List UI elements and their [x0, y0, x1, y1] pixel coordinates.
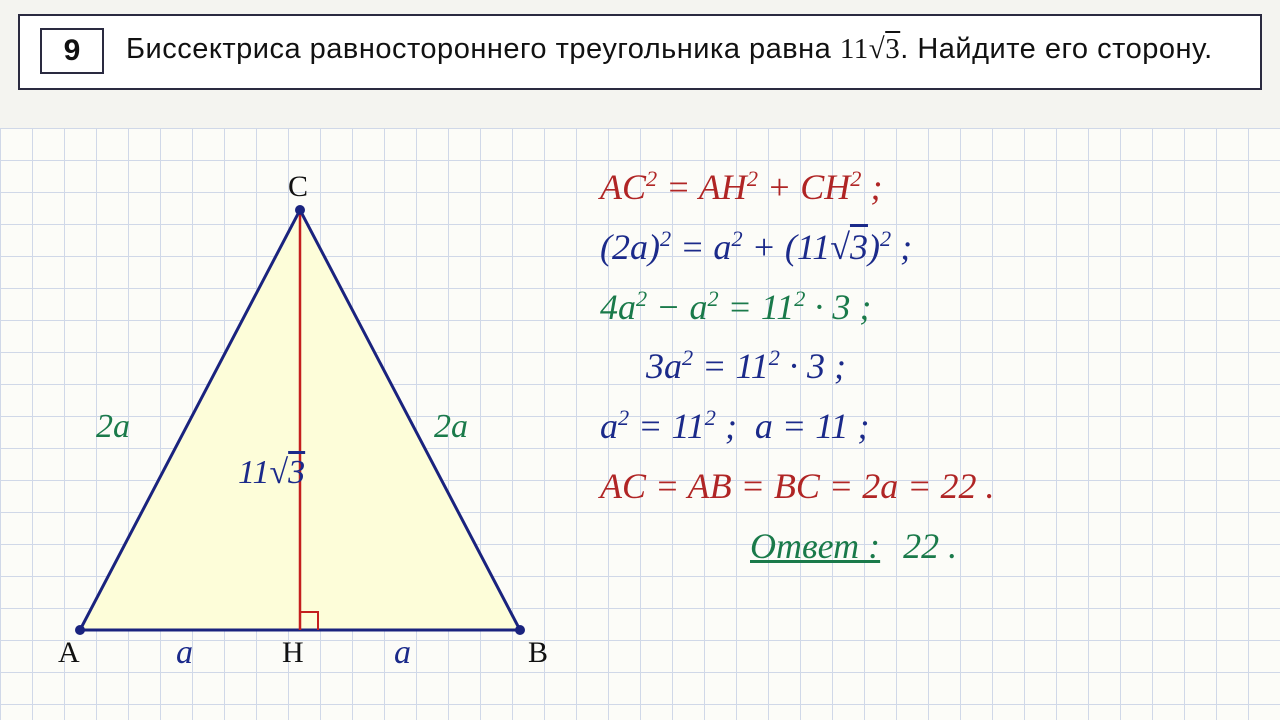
answer-label: Ответ :: [750, 526, 880, 566]
triangle-diagram: A B C H 2a 2a a a 11√3: [20, 150, 580, 690]
answer-value: 22 .: [903, 526, 957, 566]
problem-text: Биссектриса равностороннего треугольника…: [126, 28, 1213, 70]
vertex-a-dot: [75, 625, 85, 635]
vertex-c-label: C: [288, 170, 308, 203]
problem-box: 9 Биссектриса равностороннего треугольни…: [18, 14, 1262, 90]
solution-line-3: 4a2 − a2 = 112 · 3 ;: [600, 280, 1250, 336]
vertex-c-dot: [295, 205, 305, 215]
vertex-b-label: B: [528, 636, 548, 669]
answer-line: Ответ : 22 .: [600, 519, 1250, 575]
solution-line-2: (2a)2 = a2 + (11√3)2 ;: [600, 220, 1250, 276]
label-right-side: 2a: [434, 408, 468, 446]
problem-number: 9: [40, 28, 104, 74]
label-hb: a: [394, 634, 411, 672]
label-ah: a: [176, 634, 193, 672]
solution-line-6: AC = AB = BC = 2a = 22 .: [600, 459, 1250, 515]
solution-line-1: AC2 = AH2 + CH2 ;: [600, 160, 1250, 216]
vertex-h-label: H: [282, 636, 304, 669]
vertex-b-dot: [515, 625, 525, 635]
solution-line-4: 3a2 = 112 · 3 ;: [600, 339, 1250, 395]
solution-block: AC2 = AH2 + CH2 ; (2a)2 = a2 + (11√3)2 ;…: [600, 160, 1250, 579]
problem-text-2: . Найдите его сторону.: [900, 33, 1212, 65]
problem-text-1: Биссектриса равностороннего треугольника…: [126, 33, 840, 65]
problem-value: 11√3: [840, 33, 900, 65]
label-left-side: 2a: [96, 408, 130, 446]
solution-line-5: a2 = 112 ; a = 11 ;: [600, 399, 1250, 455]
vertex-a-label: A: [58, 636, 80, 669]
label-bisector: 11√3: [238, 454, 305, 492]
